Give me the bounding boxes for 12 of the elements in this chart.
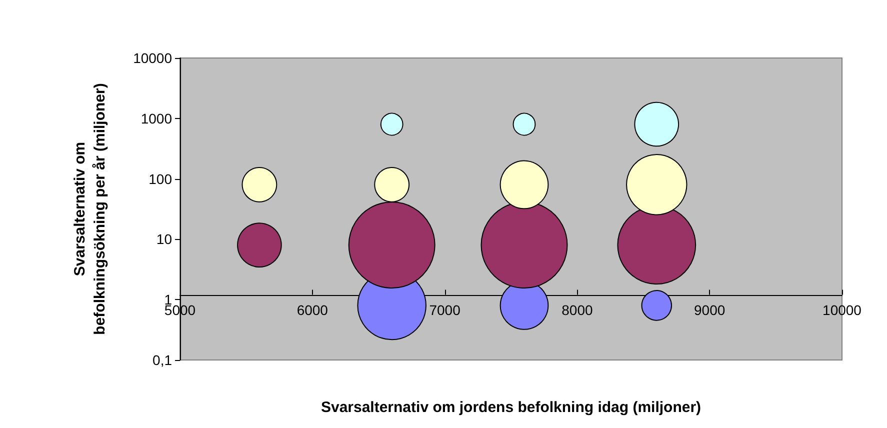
- x-tick-label: 7000: [429, 302, 461, 318]
- y-axis-title: Svarsalternativ om befolkningsökning per år (miljoner): [72, 83, 108, 335]
- x-tick-label: 6000: [296, 302, 328, 318]
- y-tick-label: 0,1: [152, 352, 172, 368]
- y-tick-label: 100: [148, 170, 172, 187]
- x-tick-label: 8000: [562, 302, 593, 318]
- x-tick-label: 9000: [694, 302, 726, 318]
- y-tick-label: 10000: [133, 50, 172, 66]
- x-axis-title: Svarsalternativ om jordens befolkning idag (miljoner): [320, 399, 702, 416]
- y-tick-label: 10: [156, 231, 172, 248]
- y-tick-label: 1000: [140, 110, 172, 126]
- x-tick-label: 10000: [822, 302, 862, 318]
